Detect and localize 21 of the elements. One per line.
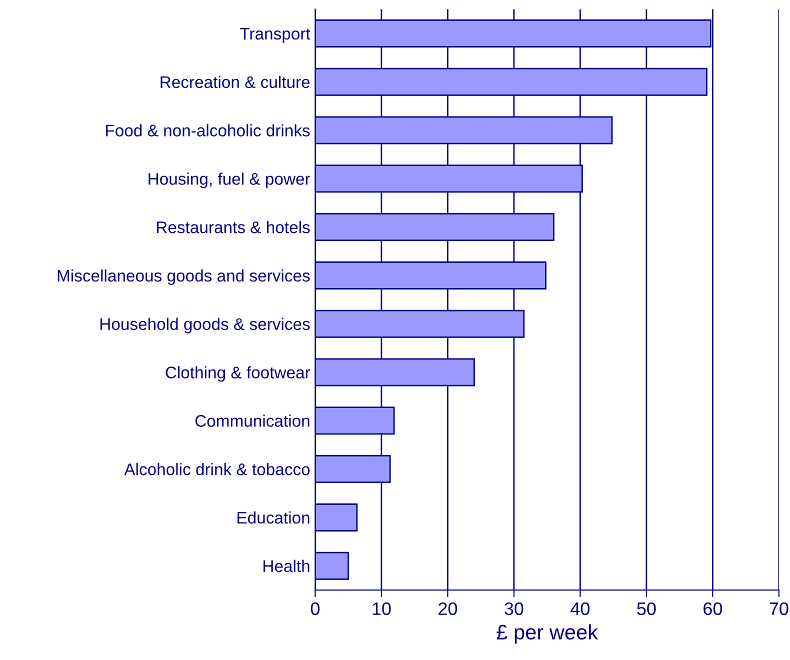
x-tick-label: 20 (438, 602, 458, 616)
y-tick-label: Alcoholic drink & tobacco (124, 463, 310, 476)
x-tick-label: 60 (704, 602, 722, 616)
x-tick-label: 70 (770, 602, 788, 616)
y-tick-label: Recreation & culture (160, 76, 310, 88)
y-tick-label: Transport (240, 28, 310, 43)
x-tick-label: 50 (637, 602, 656, 616)
y-tick-label: Health (264, 560, 310, 572)
y-tick-label: Miscellaneous goods and services (58, 269, 310, 285)
x-tick-label: 0 (310, 602, 320, 616)
x-tick-label: 10 (372, 602, 391, 616)
y-tick-label: Education (238, 511, 310, 524)
y-tick-label: Restaurants & hotels (157, 221, 310, 234)
y-tick-label: Household goods & services (100, 318, 310, 334)
x-tick-label: 40 (570, 602, 590, 616)
y-tick-label: Communication (195, 414, 310, 427)
x-tick-label: 30 (504, 602, 524, 616)
y-tick-label: Housing, fuel & power (148, 172, 310, 188)
y-tick-label: Clothing & footwear (166, 366, 310, 382)
y-tick-label: Food & non-alcoholic drinks (106, 124, 310, 136)
x-axis-title: £ per week (496, 624, 598, 644)
